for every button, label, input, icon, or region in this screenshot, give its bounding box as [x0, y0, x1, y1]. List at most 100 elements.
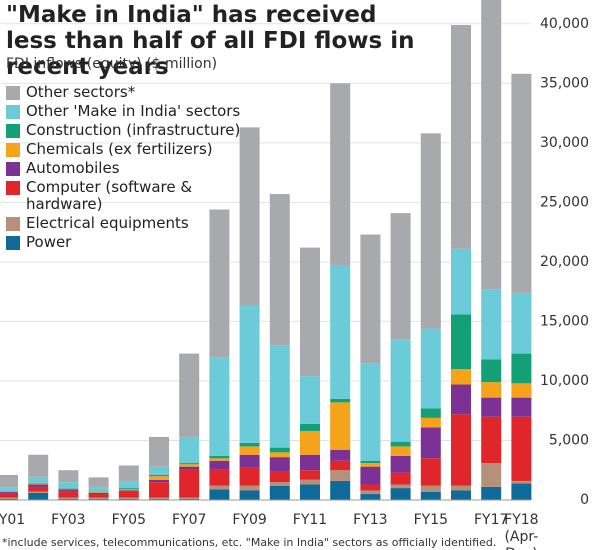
bar-segment — [149, 479, 169, 483]
bar-segment — [149, 466, 169, 475]
bar-segment — [330, 83, 351, 266]
bar-segment — [360, 494, 381, 500]
y-tick-label: 40,000 — [540, 16, 589, 32]
bar-segment — [420, 491, 441, 500]
bar-segment — [269, 345, 290, 448]
legend-label: Automobiles — [26, 159, 120, 177]
bar-segment — [300, 247, 320, 377]
bar-segment — [269, 194, 290, 346]
bar-segment — [481, 382, 502, 398]
bar-segment — [360, 484, 381, 491]
y-tick-label: 15,000 — [540, 313, 589, 329]
legend-swatch — [6, 105, 20, 119]
bar-segment — [58, 488, 79, 489]
bar-segment — [481, 289, 502, 360]
bar-segment — [511, 73, 532, 293]
bar-segment — [300, 479, 320, 485]
legend-item: Other 'Make in India' sectors — [6, 103, 266, 120]
y-tick-label: 25,000 — [540, 194, 589, 210]
legend-label: Other sectors* — [26, 83, 136, 101]
legend-item: Other sectors* — [6, 84, 266, 101]
bar-segment — [118, 488, 139, 490]
bar-segment — [209, 485, 230, 490]
x-tick-label: FY07 — [171, 512, 207, 528]
bar-segment — [300, 470, 320, 480]
bar-segment — [149, 436, 169, 467]
bar-segment — [209, 209, 230, 358]
legend-item: Chemicals (ex fertilizers) — [6, 141, 266, 158]
bar-segment — [269, 485, 290, 500]
bar-segment — [179, 469, 200, 498]
legend: Other sectors* Other 'Make in India' sect… — [6, 84, 266, 253]
bar-segment — [300, 454, 320, 471]
legend-swatch — [6, 236, 20, 250]
bar-segment — [300, 484, 320, 500]
bar-segment — [58, 491, 79, 498]
bar-segment — [58, 470, 79, 483]
y-tick-label: 30,000 — [540, 135, 589, 151]
bar-segment — [239, 490, 260, 500]
bar-segment — [390, 213, 411, 340]
bar-segment — [511, 480, 532, 484]
bar-segment — [58, 498, 79, 500]
bar-segment — [451, 384, 471, 415]
legend-item: Electrical equipments — [6, 215, 266, 232]
bar-segment — [269, 447, 290, 453]
bar-segment — [118, 498, 139, 500]
bar-segment — [300, 376, 320, 424]
bar-segment — [149, 476, 169, 480]
bar-segment — [0, 497, 18, 499]
bar-segment — [420, 408, 441, 418]
legend-item: Construction (infrastructure) — [6, 122, 266, 139]
legend-label: Other 'Make in India' sectors — [26, 102, 241, 120]
bar-segment — [149, 497, 169, 499]
bar-segment — [58, 488, 79, 490]
bar-segment — [0, 491, 18, 493]
bar-segment — [118, 490, 139, 492]
bar-segment — [511, 416, 532, 481]
x-tick-label: FY01 — [0, 512, 26, 528]
y-tick-label: 10,000 — [540, 373, 589, 389]
bar-segment — [149, 498, 169, 500]
bar-segment — [269, 457, 290, 472]
bar-segment — [511, 383, 532, 398]
chart-title: "Make in India" has received less than h… — [6, 2, 415, 80]
bar-segment — [390, 488, 411, 500]
bar-segment — [330, 450, 351, 461]
bar-segment — [28, 482, 49, 484]
bar-segment — [0, 492, 18, 498]
x-tick-label: FY18 (Apr-Dec) — [504, 512, 539, 550]
bar-segment — [58, 482, 79, 489]
bar-segment — [451, 490, 471, 500]
bar-segment — [88, 498, 109, 500]
bar-segment — [390, 455, 411, 473]
bar-segment — [300, 423, 320, 431]
bar-segment — [360, 363, 381, 461]
bar-segment — [28, 486, 49, 492]
y-tick-label: 35,000 — [540, 75, 589, 91]
bar-segment — [28, 476, 49, 483]
bar-segment — [420, 417, 441, 428]
bar-segment — [28, 454, 49, 477]
bar-segment — [28, 492, 49, 500]
bar-segment — [118, 489, 139, 491]
bar-segment — [88, 494, 109, 498]
legend-label: Construction (infrastructure) — [26, 121, 241, 139]
legend-label: Electrical equipments — [26, 214, 189, 232]
bar-segment — [28, 484, 49, 487]
bar-segment — [88, 477, 109, 487]
bar-segment — [390, 339, 411, 442]
bar-segment — [179, 436, 200, 464]
bar-segment — [360, 490, 381, 495]
bar-segment — [451, 25, 471, 249]
legend-swatch — [6, 124, 20, 138]
bar-segment — [209, 460, 230, 470]
x-tick-label: FY13 — [353, 512, 388, 528]
bar-segment — [481, 359, 502, 383]
legend-label: Computer (software & hardware) — [26, 178, 193, 213]
bar-segment — [481, 397, 502, 417]
bar-segment — [360, 234, 381, 364]
bar-segment — [269, 452, 290, 458]
bar-segment — [118, 465, 139, 481]
